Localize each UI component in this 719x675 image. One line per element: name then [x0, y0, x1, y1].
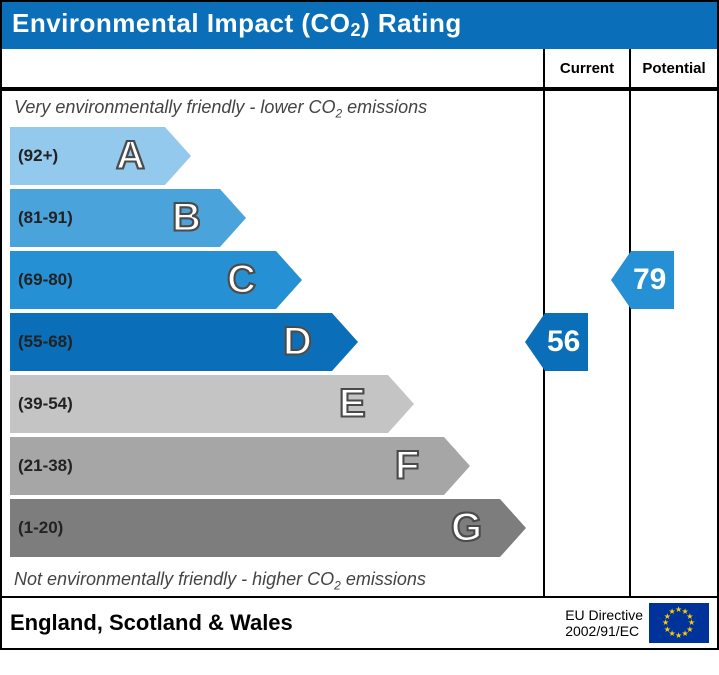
col-potential: 79 [631, 91, 717, 596]
band-chevron-icon [165, 127, 191, 185]
chart-grid: Very environmentally friendly - lower CO… [2, 89, 717, 596]
pointer-value: 56 [545, 313, 588, 371]
band-range-label: (69-80) [18, 270, 73, 290]
band-chevron-icon [388, 375, 414, 433]
caption-unfriendly: Not environmentally friendly - higher CO… [2, 563, 543, 597]
col-bands: Very environmentally friendly - lower CO… [2, 91, 545, 596]
band-chevron-icon [220, 189, 246, 247]
band-range-label: (1-20) [18, 518, 63, 538]
bands-area: (92+) A (81-91) B (69-80) C (55-68) D (39-54) E (2… [2, 125, 543, 563]
band-letter: F [395, 443, 419, 488]
pointer-arrow-icon [525, 313, 545, 371]
band-chevron-icon [276, 251, 302, 309]
header-main-blank [2, 49, 545, 87]
band-row-e: (39-54) E [10, 375, 543, 433]
band-bar: (1-20) G [10, 499, 500, 557]
title-bar: Environmental Impact (CO2) Rating [2, 2, 717, 49]
title-subscript: 2 [351, 20, 362, 40]
band-bar: (92+) A [10, 127, 165, 185]
band-range-label: (21-38) [18, 456, 73, 476]
band-bar: (81-91) B [10, 189, 220, 247]
eu-star-icon: ★ [682, 629, 689, 638]
current-pointer: 56 [525, 313, 588, 371]
epc-co2-rating-chart: Environmental Impact (CO2) Rating Curren… [0, 0, 719, 650]
band-letter: B [172, 195, 201, 240]
footer-region: England, Scotland & Wales [10, 610, 565, 636]
eu-star-icon: ★ [669, 607, 676, 616]
directive-line1: EU Directive [565, 607, 643, 623]
caption-friendly: Very environmentally friendly - lower CO… [2, 91, 543, 125]
header-potential: Potential [631, 49, 717, 87]
pointer-arrow-icon [611, 251, 631, 309]
band-row-a: (92+) A [10, 127, 543, 185]
band-letter: A [116, 133, 145, 178]
band-bar: (55-68) D [10, 313, 332, 371]
band-row-d: (55-68) D [10, 313, 543, 371]
band-chevron-icon [500, 499, 526, 557]
band-range-label: (55-68) [18, 332, 73, 352]
footer-directive: EU Directive 2002/91/EC [565, 607, 643, 639]
footer: England, Scotland & Wales EU Directive 2… [2, 596, 717, 648]
directive-line2: 2002/91/EC [565, 623, 643, 639]
band-row-b: (81-91) B [10, 189, 543, 247]
eu-star-icon: ★ [675, 631, 682, 640]
col-current: 56 [545, 91, 631, 596]
band-row-f: (21-38) F [10, 437, 543, 495]
band-range-label: (92+) [18, 146, 58, 166]
band-letter: E [339, 381, 366, 426]
band-range-label: (81-91) [18, 208, 73, 228]
band-chevron-icon [444, 437, 470, 495]
title-prefix: Environmental Impact (CO [12, 8, 351, 38]
header-row: Current Potential [2, 49, 717, 89]
band-bar: (39-54) E [10, 375, 388, 433]
band-letter: C [227, 257, 256, 302]
band-chevron-icon [332, 313, 358, 371]
header-current: Current [545, 49, 631, 87]
band-bar: (21-38) F [10, 437, 444, 495]
band-bar: (69-80) C [10, 251, 276, 309]
band-row-c: (69-80) C [10, 251, 543, 309]
eu-flag-icon: ★★★★★★★★★★★★ [649, 603, 709, 643]
band-row-g: (1-20) G [10, 499, 543, 557]
band-range-label: (39-54) [18, 394, 73, 414]
potential-pointer: 79 [611, 251, 674, 309]
band-letter: G [451, 505, 482, 550]
pointer-value: 79 [631, 251, 674, 309]
band-letter: D [283, 319, 312, 364]
title-suffix: ) Rating [361, 8, 462, 38]
